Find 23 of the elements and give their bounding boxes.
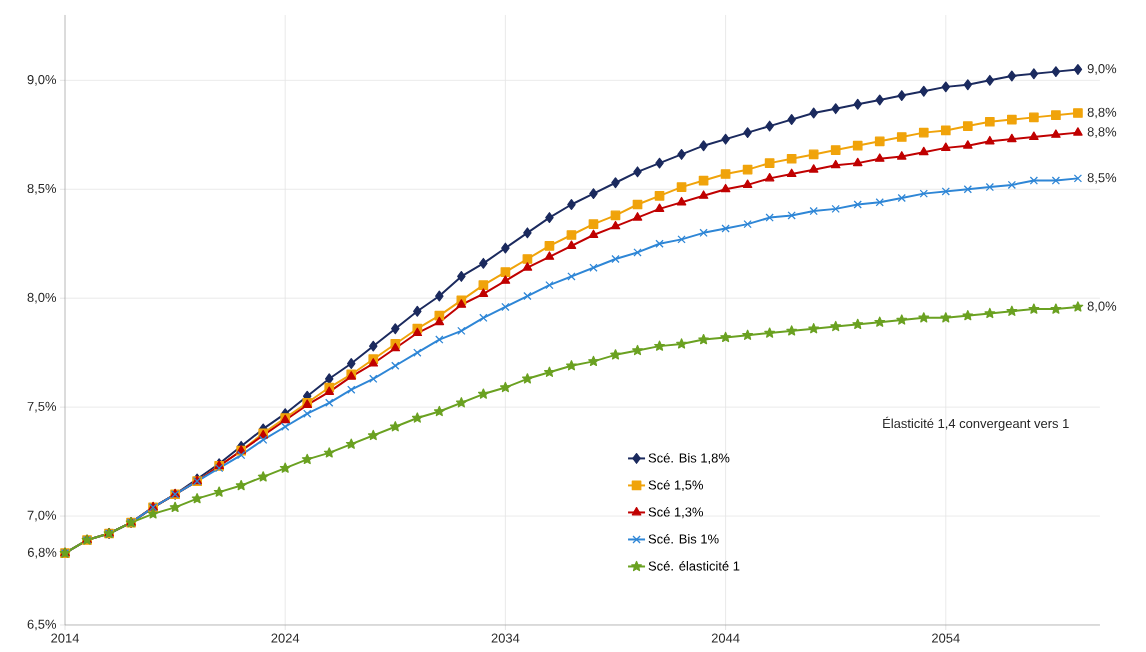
x-tick-label: 2034 (491, 633, 520, 643)
y-tick-label: 8,5% (27, 183, 57, 195)
data-label: 6,8% (27, 547, 57, 559)
y-tick-label: 7,5% (27, 401, 57, 413)
x-tick-label: 2044 (711, 633, 740, 643)
annotation: Élasticité 1,4 convergeant vers 1 (883, 416, 1069, 431)
y-tick-label: 7,0% (27, 510, 57, 522)
legend-label: Scé. Bis 1,8% (648, 452, 730, 465)
legend-label: Scé 1,3% (648, 506, 704, 519)
y-tick-label: 6,5% (27, 619, 57, 631)
x-tick-label: 2024 (271, 633, 300, 643)
data-label: 8,8% (1087, 107, 1117, 119)
data-label: 8,8% (1087, 127, 1117, 138)
x-tick-label: 2054 (932, 633, 960, 643)
data-label: 9,0% (1087, 64, 1117, 75)
x-tick-label: 2014 (51, 633, 80, 643)
y-tick-label: 8,0% (27, 292, 57, 304)
data-label: 8,5% (1087, 173, 1117, 184)
legend-label: Scé 1,5% (648, 479, 704, 492)
legend-label: Scé. élasticité 1 (648, 560, 740, 571)
data-label: 8,0% (1087, 301, 1117, 313)
legend-label: Scé. Bis 1% (648, 533, 719, 544)
y-tick-label: 9,0% (27, 74, 57, 86)
